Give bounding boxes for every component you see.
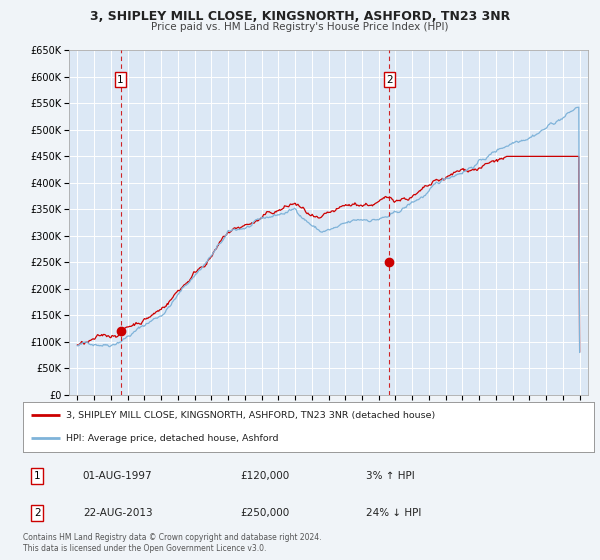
Text: Price paid vs. HM Land Registry's House Price Index (HPI): Price paid vs. HM Land Registry's House … bbox=[151, 22, 449, 32]
Text: Contains HM Land Registry data © Crown copyright and database right 2024.
This d: Contains HM Land Registry data © Crown c… bbox=[23, 533, 322, 553]
Text: 2: 2 bbox=[386, 74, 393, 85]
Text: HPI: Average price, detached house, Ashford: HPI: Average price, detached house, Ashf… bbox=[65, 434, 278, 443]
Text: 1: 1 bbox=[117, 74, 124, 85]
Text: £250,000: £250,000 bbox=[240, 508, 289, 517]
Text: 22-AUG-2013: 22-AUG-2013 bbox=[83, 508, 152, 517]
Text: 3, SHIPLEY MILL CLOSE, KINGSNORTH, ASHFORD, TN23 3NR: 3, SHIPLEY MILL CLOSE, KINGSNORTH, ASHFO… bbox=[90, 10, 510, 23]
Text: 3% ↑ HPI: 3% ↑ HPI bbox=[365, 471, 414, 480]
Text: £120,000: £120,000 bbox=[240, 471, 289, 480]
Text: 1: 1 bbox=[34, 471, 40, 480]
Text: 24% ↓ HPI: 24% ↓ HPI bbox=[365, 508, 421, 517]
Text: 01-AUG-1997: 01-AUG-1997 bbox=[83, 471, 152, 480]
Text: 3, SHIPLEY MILL CLOSE, KINGSNORTH, ASHFORD, TN23 3NR (detached house): 3, SHIPLEY MILL CLOSE, KINGSNORTH, ASHFO… bbox=[65, 410, 435, 419]
Text: 2: 2 bbox=[34, 508, 40, 517]
